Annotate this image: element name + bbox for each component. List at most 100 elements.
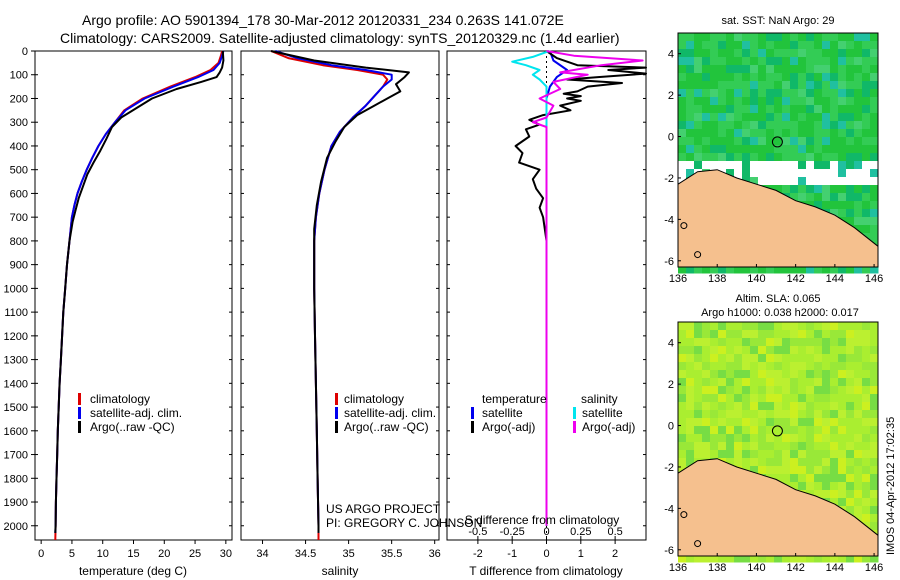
map-cell: [862, 410, 871, 419]
map-cell: [742, 354, 751, 363]
map-cell: [774, 57, 783, 66]
map-cell: [694, 73, 703, 82]
map-cell: [750, 145, 759, 154]
map-cell: [806, 354, 815, 363]
map-cell: [838, 81, 847, 90]
map-cell: [702, 442, 711, 451]
map-cell: [726, 73, 735, 82]
map-cell: [790, 49, 799, 58]
map-cell: [838, 370, 847, 379]
map-cell: [774, 554, 783, 563]
map-cell: [718, 434, 727, 443]
map-cell: [798, 105, 807, 114]
map-cell: [678, 81, 687, 90]
legend-s-argo: Argo(-adj): [582, 420, 635, 434]
map-cell: [782, 362, 791, 371]
map-cell: [838, 57, 847, 66]
map-cell: [710, 426, 719, 435]
map-cell: [838, 434, 847, 443]
map-cell: [838, 153, 847, 162]
map-cell: [814, 145, 823, 154]
x-tick-label: 0: [543, 548, 549, 560]
map-cell: [742, 41, 751, 50]
map-cell: [718, 113, 727, 122]
map-cell: [806, 57, 815, 66]
map-cell: [846, 161, 855, 170]
map-cell: [702, 554, 711, 563]
map-cell: [742, 97, 751, 106]
map-cell: [710, 370, 719, 379]
map-cell: [726, 554, 735, 563]
map-cell: [734, 33, 743, 42]
map-cell: [870, 41, 879, 50]
map-cell: [782, 113, 791, 122]
legend-climatology-swatch: [335, 393, 338, 405]
map-cell: [766, 458, 775, 467]
map-cell: [750, 330, 759, 339]
map-y-tick-label: -6: [664, 256, 674, 268]
map-cell: [798, 418, 807, 427]
map-cell: [814, 193, 823, 202]
map-cell: [830, 105, 839, 114]
map-cell: [790, 330, 799, 339]
map-cell: [766, 161, 775, 170]
map-cell: [718, 161, 727, 170]
map-cell: [870, 177, 879, 186]
map-cell: [686, 33, 695, 42]
map-cell: [870, 129, 879, 138]
map-cell: [814, 81, 823, 90]
map-cell: [726, 153, 735, 162]
map-cell: [694, 41, 703, 50]
map-cell: [678, 410, 687, 419]
map-cell: [798, 185, 807, 194]
map-cell: [718, 554, 727, 563]
map-cell: [758, 410, 767, 419]
map-cell: [734, 402, 743, 411]
map-cell: [742, 450, 751, 459]
map-cell: [686, 322, 695, 331]
map-cell: [870, 153, 879, 162]
map-cell: [838, 482, 847, 491]
map-cell: [830, 458, 839, 467]
map-cell: [742, 418, 751, 427]
map-cell: [870, 426, 879, 435]
map-cell: [790, 161, 799, 170]
map-cell: [710, 410, 719, 419]
map-cell: [766, 362, 775, 371]
map-cell: [790, 394, 799, 403]
map-cell: [854, 330, 863, 339]
map-cell: [726, 57, 735, 66]
map-cell: [838, 49, 847, 58]
map-cell: [846, 498, 855, 507]
map-cell: [782, 49, 791, 58]
map-cell: [854, 97, 863, 106]
map-cell: [742, 169, 751, 178]
map-cell: [718, 322, 727, 331]
map-cell: [798, 402, 807, 411]
map-y-tick-label: 2: [668, 90, 674, 102]
map-cell: [694, 434, 703, 443]
map-cell: [750, 137, 759, 146]
map-cell: [694, 57, 703, 66]
map-cell: [854, 177, 863, 186]
map-cell: [798, 65, 807, 74]
map-cell: [814, 137, 823, 146]
map-cell: [782, 322, 791, 331]
temperature-xlabel: temperature (deg C): [79, 564, 187, 578]
map-cell: [846, 129, 855, 138]
map-cell: [830, 153, 839, 162]
map-cell: [838, 97, 847, 106]
map-cell: [766, 41, 775, 50]
map-cell: [830, 73, 839, 82]
map-cell: [838, 474, 847, 483]
map-cell: [830, 201, 839, 210]
map-cell: [694, 362, 703, 371]
map-cell: [814, 338, 823, 347]
map-cell: [854, 81, 863, 90]
map-cell: [766, 330, 775, 339]
map-cell: [806, 426, 815, 435]
map-cell: [678, 137, 687, 146]
map-cell: [750, 265, 759, 274]
map-cell: [678, 41, 687, 50]
map-cell: [702, 378, 711, 387]
